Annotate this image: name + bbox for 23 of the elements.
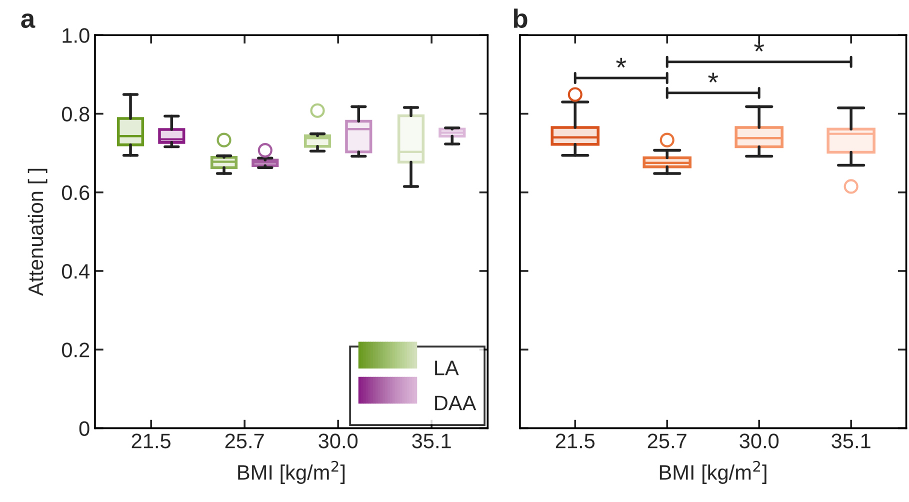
x-tick-label: 30.0 (318, 434, 358, 448)
y-tick-label: 0.6 (62, 185, 90, 200)
y-tick-label: 0.4 (62, 264, 90, 279)
chart-title: a (21, 14, 36, 28)
y-tick-label: 0.8 (62, 106, 90, 122)
x-tick-label: 21.5 (132, 434, 170, 448)
annotation: * (708, 72, 718, 83)
x-tick-label: 35.1 (412, 434, 451, 448)
annotation: * (616, 58, 626, 68)
x-axis-title: BMI [kg/m$^{2}$] (660, 460, 766, 484)
x-tick-label: 25.7 (225, 434, 264, 448)
x-tick-label: 30.0 (740, 434, 779, 448)
y-tick-label: 1.0 (62, 28, 90, 43)
x-tick-label: 21.5 (556, 434, 595, 448)
y-tick-label: 0.2 (62, 342, 90, 358)
legend-label: DAA (435, 396, 476, 410)
y-tick-label: 0 (79, 421, 90, 436)
legend-label: LA (435, 360, 459, 376)
y-axis-title: Attenuation [ ] (28, 168, 48, 296)
chart-title: b (514, 8, 528, 28)
x-axis-title: BMI [kg/m$^{2}$] (238, 460, 345, 484)
x-tick-label: 35.1 (832, 434, 870, 448)
x-tick-label: 25.7 (648, 434, 686, 448)
